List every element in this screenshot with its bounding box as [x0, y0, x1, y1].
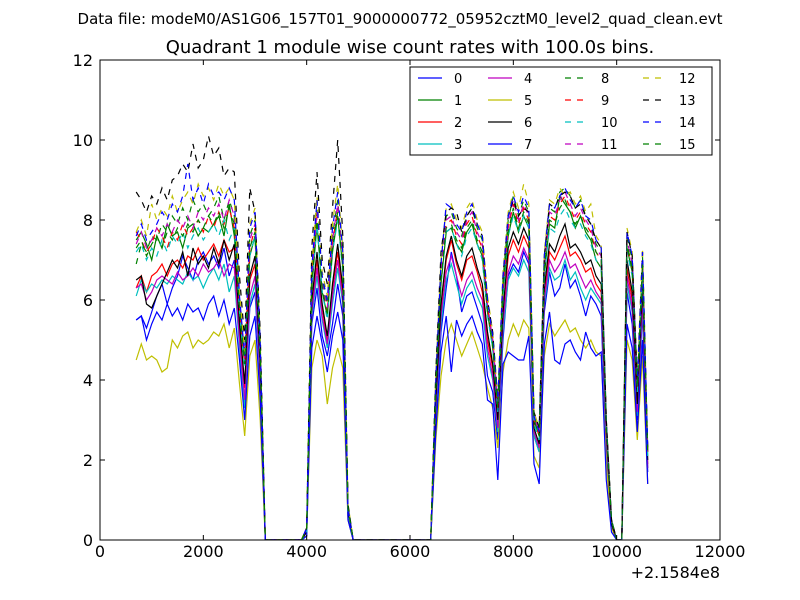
chart-title: Quadrant 1 module wise count rates with …	[166, 37, 655, 58]
figure-suptitle: Data file: modeM0/AS1G06_157T01_90000007…	[78, 10, 723, 29]
series-line-4	[135, 246, 649, 540]
series-line-2	[135, 234, 649, 540]
x-tick-label: 0	[95, 542, 105, 561]
legend-label-0: 0	[454, 72, 462, 87]
legend-label-9: 9	[601, 94, 609, 109]
legend-label-14: 14	[679, 116, 696, 131]
series-line-6	[135, 222, 649, 540]
series-line-10	[135, 206, 649, 540]
y-tick-label: 0	[83, 531, 93, 550]
legend-label-5: 5	[524, 94, 532, 109]
legend-label-6: 6	[524, 116, 532, 131]
x-tick-label: 4000	[286, 542, 327, 561]
legend-label-4: 4	[524, 72, 532, 87]
legend-label-11: 11	[601, 138, 618, 153]
x-tick-label: 10000	[591, 542, 642, 561]
x-tick-label: 6000	[390, 542, 431, 561]
series-line-12	[135, 182, 649, 540]
series-line-7	[135, 294, 649, 540]
y-tick-label: 12	[73, 51, 93, 70]
series-line-3	[135, 257, 649, 540]
legend-label-15: 15	[679, 138, 696, 153]
x-tick-label: 8000	[493, 542, 534, 561]
series-line-5	[135, 318, 649, 540]
y-tick-label: 8	[83, 211, 93, 230]
y-tick-label: 2	[83, 451, 93, 470]
y-tick-label: 6	[83, 291, 93, 310]
x-offset-label: +2.1584e8	[631, 563, 720, 582]
y-tick-label: 4	[83, 371, 93, 390]
legend-label-12: 12	[679, 72, 696, 87]
x-tick-label: 2000	[183, 542, 224, 561]
series-line-8	[135, 187, 649, 540]
x-tick-label: 12000	[695, 542, 746, 561]
series-layer	[135, 135, 649, 540]
series-line-0	[135, 247, 649, 540]
legend-label-2: 2	[454, 116, 462, 131]
y-tick-label: 10	[73, 131, 93, 150]
legend-label-10: 10	[601, 116, 618, 131]
legend-frame	[409, 66, 713, 156]
legend-label-13: 13	[679, 94, 696, 109]
series-line-9	[135, 194, 649, 540]
legend-label-7: 7	[524, 138, 532, 153]
legend-label-3: 3	[454, 138, 462, 153]
legend-label-8: 8	[601, 72, 609, 87]
legend-label-1: 1	[454, 94, 462, 109]
series-line-13	[135, 135, 649, 540]
